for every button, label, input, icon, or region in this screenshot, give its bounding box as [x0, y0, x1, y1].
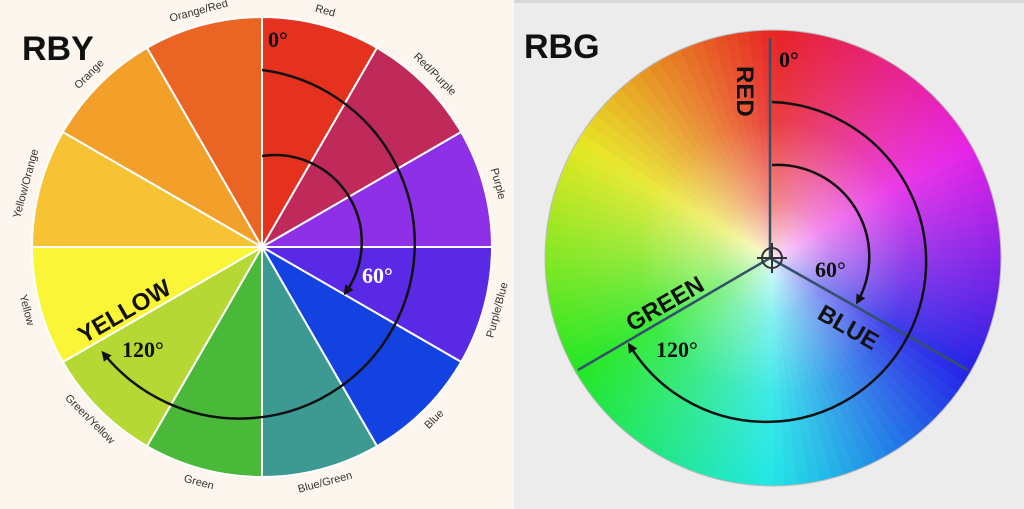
rby-segment-blue-green: [261, 243, 379, 479]
rby-onetwenty-degree-arc: [101, 68, 417, 420]
rby-segment-purple-blue: [258, 246, 494, 364]
rby-segment-yellow: [30, 246, 266, 364]
rbg-onetwenty-degree-arc: [627, 100, 928, 424]
rbg-green-axis: [577, 256, 771, 372]
rbg-zero-degree-label: 0°: [779, 47, 799, 72]
rbg-onetwenty-degree-label: 120°: [656, 337, 698, 362]
rby-segment-green-yellow: [61, 244, 265, 448]
rby-segment-yellow-orange: [30, 130, 266, 248]
rby-sixty-degree-arc: [261, 153, 364, 296]
rby-segment-red: [261, 15, 379, 251]
rby-wheel: [30, 15, 494, 479]
rby-onetwenty-degree-label: 120°: [122, 337, 164, 362]
rby-segment-red-purple: [259, 46, 463, 250]
rby-zero-degree-label: 0°: [268, 27, 288, 52]
crosshair-icon: [757, 243, 787, 273]
rbg-title: RBG: [524, 28, 600, 66]
rbg-wheel-outline: [544, 29, 1002, 487]
rbg-red-label: RED: [731, 66, 758, 117]
rbg-sixty-degree-arc: [771, 163, 871, 305]
rby-segment-label: Red: [314, 3, 337, 20]
rby-segment-purple: [258, 130, 494, 248]
rby-segment-blue: [259, 244, 463, 448]
rby-segment-orange: [61, 46, 265, 250]
rbg-panel-top-border: [514, 0, 1024, 3]
rby-title: RBY: [22, 30, 94, 68]
rbg-sixty-degree-label: 60°: [815, 257, 846, 282]
rbg-blue-axis: [769, 256, 969, 372]
rby-segment-orange-red: [145, 15, 263, 251]
rby-sixty-degree-label: 60°: [362, 263, 393, 288]
